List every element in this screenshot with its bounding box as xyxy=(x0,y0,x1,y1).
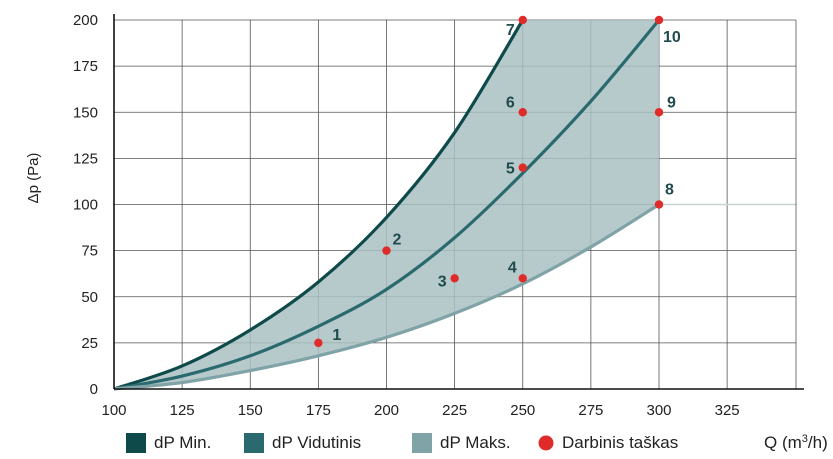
legend-item-maks-label: dP Maks. xyxy=(440,433,511,452)
y-tick-label: 50 xyxy=(81,289,98,306)
operating-point-7 xyxy=(518,15,527,25)
y-tick-label: 150 xyxy=(73,104,98,121)
y-axis-label: Δp (Pa) xyxy=(25,153,42,204)
legend-item-min-swatch xyxy=(126,433,146,453)
operating-point-label: 3 xyxy=(438,273,447,290)
y-tick-label: 175 xyxy=(73,58,98,75)
y-tick-label: 100 xyxy=(73,197,98,214)
x-tick-label: 325 xyxy=(715,402,740,419)
axes xyxy=(113,14,804,390)
series-lines xyxy=(113,18,796,391)
y-tick-label: 25 xyxy=(81,335,98,352)
operating-point-2 xyxy=(382,246,391,255)
operating-point-label: 9 xyxy=(667,94,676,111)
operating-point-label: 8 xyxy=(665,182,674,199)
x-axis-label: Q (m3/h) xyxy=(764,433,828,452)
legend-item-maks-swatch xyxy=(412,433,432,453)
operating-point-4 xyxy=(518,274,527,283)
operating-point-label: 1 xyxy=(332,327,341,344)
series-line-vidutinis xyxy=(113,18,661,391)
operating-points: 1 2 3 4 5 6 7 8 9 10 xyxy=(314,15,681,348)
operating-point-5 xyxy=(518,163,527,172)
operating-point-label: 7 xyxy=(506,22,515,39)
x-tick-label: 150 xyxy=(238,402,263,419)
x-axis-ticks: 100 125 150 175 200 225 250 275 300 325 xyxy=(101,402,739,419)
x-tick-label: 100 xyxy=(101,402,126,419)
legend-item-darbinis-swatch xyxy=(538,435,554,451)
operating-point-6 xyxy=(518,108,527,117)
legend-item-vidutinis-label: dP Vidutinis xyxy=(272,433,361,452)
operating-point-1 xyxy=(314,338,323,348)
operating-point-label: 10 xyxy=(663,29,681,46)
operating-point-label: 5 xyxy=(506,161,515,178)
operating-point-8 xyxy=(654,200,664,209)
y-tick-label: 200 xyxy=(73,12,98,29)
y-tick-label: 75 xyxy=(81,243,98,260)
x-tick-label: 250 xyxy=(510,402,535,419)
y-axis-ticks: 0 25 50 75 100 125 150 175 200 xyxy=(73,12,98,398)
operating-point-10 xyxy=(654,15,664,25)
x-tick-label: 275 xyxy=(578,402,603,419)
legend-item-min-label: dP Min. xyxy=(154,433,211,452)
x-tick-label: 300 xyxy=(646,402,671,419)
operating-point-label: 2 xyxy=(393,232,402,249)
operating-point-9 xyxy=(654,108,664,117)
x-tick-label: 175 xyxy=(306,402,331,419)
x-tick-label: 225 xyxy=(442,402,467,419)
operating-point-label: 4 xyxy=(508,259,517,276)
legend-item-vidutinis-swatch xyxy=(244,433,264,453)
series-line-min xyxy=(113,19,525,391)
series-line-maks xyxy=(113,203,660,391)
x-tick-label: 125 xyxy=(170,402,195,419)
x-tick-label: 200 xyxy=(374,402,399,419)
y-tick-label: 125 xyxy=(73,150,98,167)
y-tick-label: 0 xyxy=(90,381,98,398)
operating-point-3 xyxy=(450,274,459,283)
legend-item-darbinis-label: Darbinis taškas xyxy=(562,433,678,452)
legend: dP Min. dP Vidutinis dP Maks. Darbinis tašk… xyxy=(126,433,678,453)
operating-point-label: 6 xyxy=(506,94,515,111)
